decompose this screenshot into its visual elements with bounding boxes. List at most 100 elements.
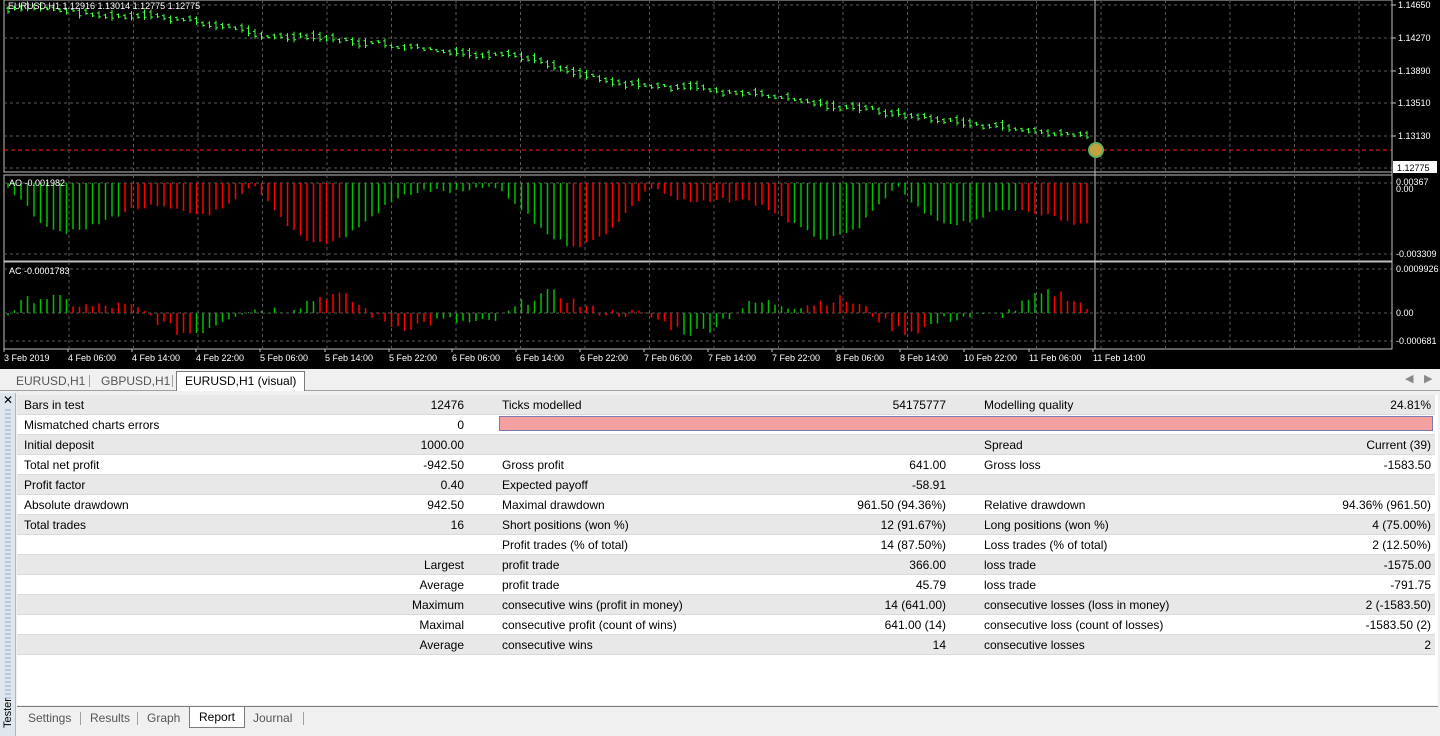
tab-eurusd-h1[interactable]: EURUSD,H1 bbox=[16, 374, 86, 388]
report-label-2: profit trade bbox=[502, 578, 560, 592]
price-tick-label: 1.14270 bbox=[1398, 33, 1431, 43]
report-value-2: 14 (641.00) bbox=[884, 598, 946, 612]
report-value-3: 2 bbox=[1424, 638, 1431, 652]
ao-tick-label: -0.003309 bbox=[1396, 249, 1437, 259]
close-icon[interactable]: ✕ bbox=[3, 393, 14, 407]
report-value-3: 4 (75.00%) bbox=[1372, 518, 1431, 532]
chart-panel-frame bbox=[3, 261, 1393, 350]
ao-indicator-title: AO -0.001982 bbox=[9, 178, 65, 188]
report-label-2: Gross profit bbox=[502, 458, 565, 472]
report-value-2: 45.79 bbox=[915, 578, 946, 592]
report-label-3: Long positions (won %) bbox=[984, 518, 1109, 532]
tab-report[interactable]: Report bbox=[189, 707, 246, 728]
tab-journal[interactable]: Journal bbox=[253, 711, 293, 725]
report-value-2: 54175777 bbox=[892, 398, 946, 412]
report-label-2: consecutive wins bbox=[502, 638, 593, 652]
table-row: Average profit trade 45.79 loss trade -791.7… bbox=[17, 575, 1435, 595]
report-value-1: Average bbox=[419, 638, 464, 652]
report-value-3: -791.75 bbox=[1390, 578, 1431, 592]
ac-tick-label: -0.000681 bbox=[1396, 336, 1437, 346]
current-price-box bbox=[1393, 161, 1437, 173]
report-label-2: consecutive profit (count of wins) bbox=[502, 618, 677, 632]
tab-settings[interactable]: Settings bbox=[28, 711, 72, 725]
time-tick-label: 5 Feb 14:00 bbox=[325, 353, 373, 363]
report-label-2: profit trade bbox=[502, 558, 560, 572]
report-label-3: Loss trades (% of total) bbox=[984, 538, 1108, 552]
report-value-3: 2 (12.50%) bbox=[1372, 538, 1431, 552]
report-label-1: Mismatched charts errors bbox=[24, 418, 160, 432]
report-value-2: -58.91 bbox=[911, 478, 946, 492]
report-label-2: Expected payoff bbox=[502, 478, 588, 492]
report-value-2: 641.00 bbox=[909, 458, 946, 472]
current-price-label: 1.12775 bbox=[1397, 163, 1430, 173]
time-tick-label: 5 Feb 22:00 bbox=[389, 353, 437, 363]
price-axis bbox=[1393, 0, 1440, 369]
report-value-1: Largest bbox=[423, 558, 464, 572]
scroll-left-icon[interactable]: ◀ bbox=[1405, 373, 1414, 385]
time-tick-label: 6 Feb 06:00 bbox=[452, 353, 500, 363]
trade-marker-icon bbox=[1088, 142, 1104, 158]
ac-tick-label: 0.0009926 bbox=[1396, 264, 1439, 274]
report-label-1: Absolute drawdown bbox=[24, 498, 129, 512]
time-tick-label: 5 Feb 06:00 bbox=[260, 353, 308, 363]
table-row: Profit factor 0.40 Expected payoff -58.91 bbox=[17, 475, 1435, 495]
price-tick-label: 1.14650 bbox=[1398, 0, 1431, 10]
time-tick-label: 10 Feb 22:00 bbox=[964, 353, 1017, 363]
report-label-2: Profit trades (% of total) bbox=[502, 538, 629, 552]
time-tick-label: 8 Feb 14:00 bbox=[900, 353, 948, 363]
table-row: Initial deposit 1000.00 Spread Current (39) bbox=[17, 435, 1435, 455]
report-label-1: Profit factor bbox=[24, 478, 86, 492]
tab-results[interactable]: Results bbox=[90, 711, 131, 725]
report-value-3: 94.36% (961.50) bbox=[1342, 498, 1431, 512]
report-value-2: 366.00 bbox=[909, 558, 946, 572]
scroll-right-icon[interactable]: ▶ bbox=[1424, 373, 1433, 385]
chart-canvas[interactable]: 1.14650 1.14270 1.13890 1.13510 1.13130 1.127… bbox=[0, 0, 1440, 369]
report-value-3: -1575.00 bbox=[1383, 558, 1431, 572]
tab-eurusd-h1-visual[interactable]: EURUSD,H1 (visual) bbox=[176, 371, 306, 391]
report-value-1: 12476 bbox=[430, 398, 464, 412]
report-label-2: Maximal drawdown bbox=[502, 498, 605, 512]
report-label-3: loss trade bbox=[984, 558, 1037, 572]
report-label-3: Spread bbox=[984, 438, 1023, 452]
price-tick-label: 1.13510 bbox=[1398, 98, 1431, 108]
report-value-1: 942.50 bbox=[427, 498, 464, 512]
report-label-2: consecutive wins (profit in money) bbox=[502, 598, 683, 612]
report-label-3: Relative drawdown bbox=[984, 498, 1086, 512]
report-value-1: Maximum bbox=[411, 598, 464, 612]
report-value-1: Average bbox=[419, 578, 464, 592]
tab-gbpusd-h1[interactable]: GBPUSD,H1 bbox=[101, 374, 171, 388]
report-label-3: consecutive losses bbox=[984, 638, 1085, 652]
ac-tick-label: 0.00 bbox=[1396, 308, 1414, 318]
report-value-2: 14 (87.50%) bbox=[880, 538, 946, 552]
report-value-2: 641.00 (14) bbox=[884, 618, 946, 632]
time-tick-label: 4 Feb 14:00 bbox=[132, 353, 180, 363]
sidebar-grip[interactable] bbox=[5, 409, 11, 699]
tester-label: Tester bbox=[2, 698, 14, 728]
time-tick-label: 11 Feb 14:00 bbox=[1093, 353, 1145, 363]
time-tick-label: 8 Feb 06:00 bbox=[836, 353, 884, 363]
tab-separator bbox=[89, 375, 90, 387]
main-chart-title: EURUSD,H1 1.12916 1.13014 1.12775 1.1277… bbox=[8, 1, 200, 11]
report-value-1: 0.40 bbox=[440, 478, 464, 492]
tab-separator bbox=[303, 712, 304, 725]
time-tick-label: 3 Feb 2019 bbox=[4, 353, 50, 363]
price-tick-label: 1.13130 bbox=[1398, 131, 1431, 141]
time-tick-label: 11 Feb 06:00 bbox=[1029, 353, 1081, 363]
report-label-3: consecutive losses (loss in money) bbox=[984, 598, 1170, 612]
tab-separator bbox=[80, 712, 81, 725]
report-value-3: -1583.50 bbox=[1383, 458, 1431, 472]
report-value-2: 12 (91.67%) bbox=[880, 518, 946, 532]
table-row: Total trades 16 Short positions (won %) 12 … bbox=[17, 515, 1435, 535]
table-row: Total net profit -942.50 Gross profit 641.0… bbox=[17, 455, 1435, 475]
chart-panel-frame bbox=[3, 0, 1393, 173]
time-tick-label: 6 Feb 14:00 bbox=[516, 353, 564, 363]
ac-indicator-title: AC -0.0001783 bbox=[9, 266, 70, 276]
report-label-1: Total trades bbox=[24, 518, 87, 532]
report-label-3: Gross loss bbox=[984, 458, 1041, 472]
tab-separator bbox=[137, 712, 138, 725]
tab-graph[interactable]: Graph bbox=[147, 711, 181, 725]
table-row: Average consecutive wins 14 consecutive los… bbox=[17, 635, 1435, 655]
report-value-1: Maximal bbox=[419, 618, 464, 632]
price-chart[interactable]: 1.14650 1.14270 1.13890 1.13510 1.13130 1.127… bbox=[0, 0, 1440, 369]
report-label-3: loss trade bbox=[984, 578, 1037, 592]
